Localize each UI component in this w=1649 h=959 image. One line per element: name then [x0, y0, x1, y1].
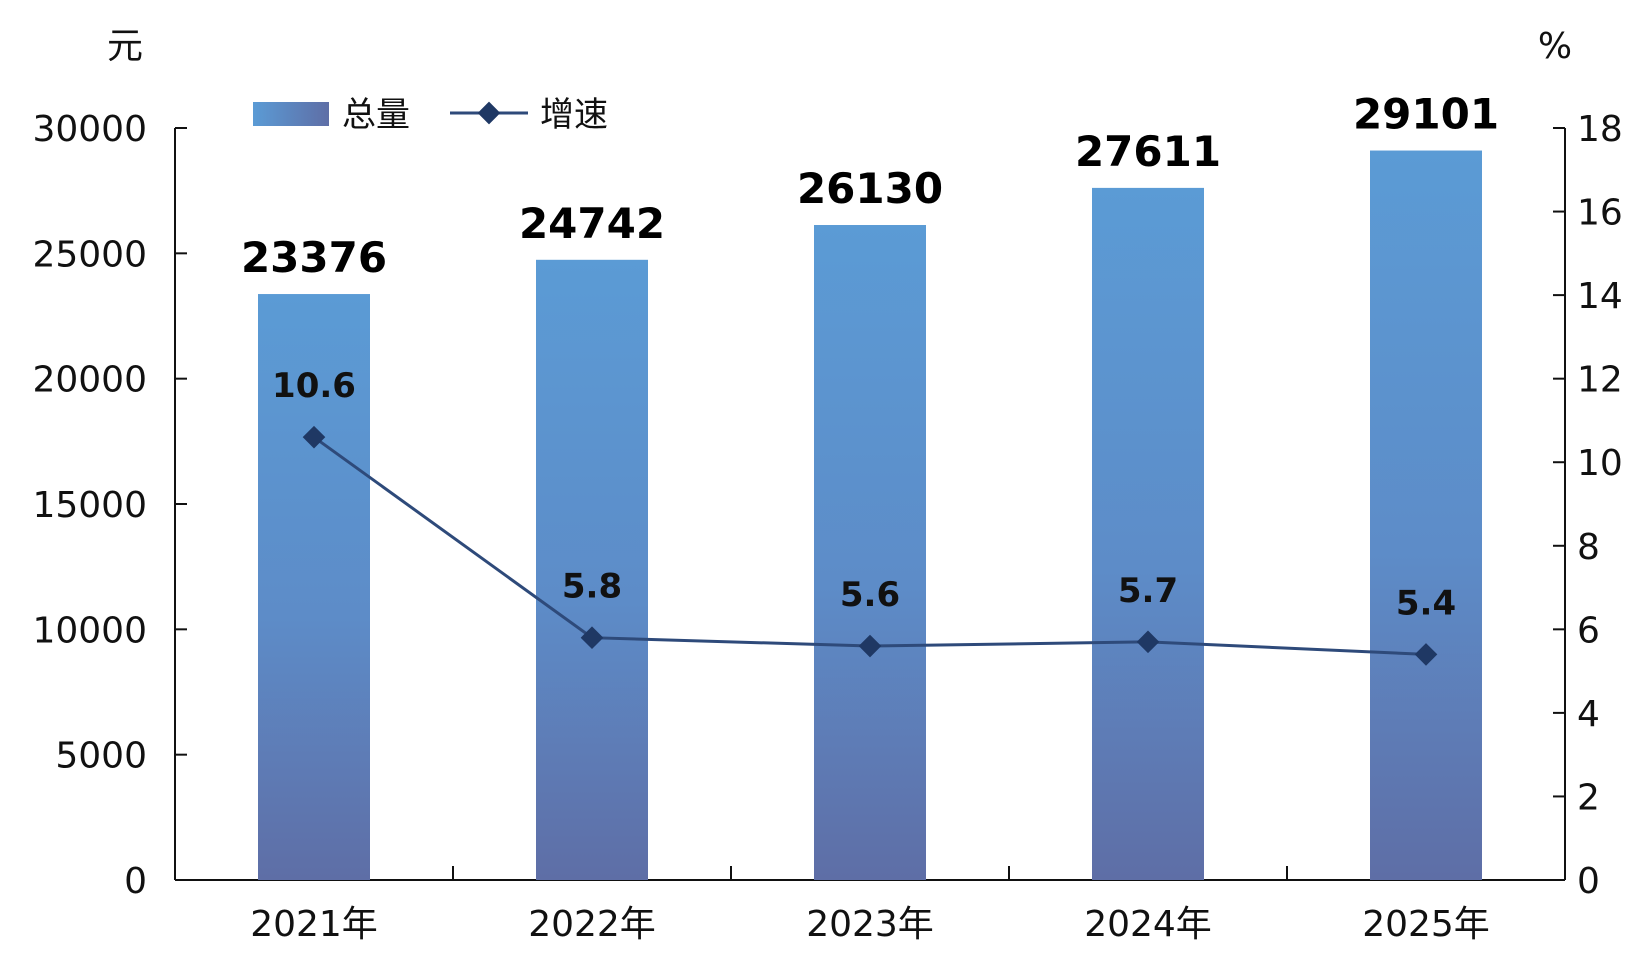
x-axis-ticks: 2021年 2022年 2023年 2024年 2025年	[250, 866, 1490, 945]
x-tick-label: 2025年	[1362, 904, 1490, 945]
left-tick-label: 0	[124, 861, 147, 902]
bar-value-label: 24742	[519, 199, 665, 248]
right-tick-label: 0	[1577, 861, 1600, 902]
line-point	[302, 425, 326, 449]
left-tick-label: 30000	[32, 109, 147, 150]
line-point	[858, 634, 882, 658]
line-point-label: 5.6	[840, 575, 900, 615]
right-tick-label: 12	[1577, 360, 1623, 401]
bar	[258, 294, 370, 880]
line-point-label: 5.4	[1396, 583, 1456, 623]
x-tick-label: 2023年	[806, 904, 934, 945]
line-point-label: 10.6	[272, 366, 356, 406]
bar-value-label: 27611	[1075, 127, 1221, 176]
x-tick-label: 2021年	[250, 904, 378, 945]
legend-label-bar: 总量	[342, 95, 410, 135]
line-point-label: 5.8	[562, 567, 622, 607]
bar-value-label: 26130	[797, 164, 943, 213]
right-tick-label: 8	[1577, 527, 1600, 568]
legend-label-line: 增速	[540, 95, 608, 135]
x-tick-label: 2024年	[1084, 904, 1212, 945]
bar	[814, 225, 926, 880]
bar-value-labels: 23376 24742 26130 27611 29101	[241, 90, 1499, 283]
line-point	[580, 626, 604, 650]
legend-swatch-marker	[477, 101, 501, 125]
left-tick-label: 5000	[55, 736, 147, 777]
right-tick-label: 2	[1577, 777, 1600, 818]
line-point-label: 5.7	[1118, 571, 1178, 611]
left-tick-label: 15000	[32, 485, 147, 526]
bar-value-label: 29101	[1353, 90, 1499, 139]
right-tick-label: 6	[1577, 610, 1600, 651]
legend: 总量 增速	[253, 95, 608, 135]
right-axis-unit: %	[1538, 26, 1572, 67]
left-axis-ticks: 0 5000 10000 15000 20000 25000 30000	[32, 109, 187, 902]
line-point	[1136, 630, 1160, 654]
bar	[1092, 187, 1204, 880]
left-tick-label: 20000	[32, 360, 147, 401]
right-tick-label: 4	[1577, 694, 1600, 735]
left-tick-label: 25000	[32, 234, 147, 275]
bar	[1370, 150, 1482, 881]
line-series: 10.6 5.8 5.6 5.7 5.4	[272, 366, 1456, 666]
right-tick-label: 16	[1577, 193, 1623, 234]
line-point	[1414, 643, 1438, 666]
right-tick-label: 18	[1577, 109, 1623, 150]
right-tick-label: 14	[1577, 276, 1623, 317]
bar-value-label: 23376	[241, 233, 387, 282]
x-tick-label: 2022年	[528, 904, 656, 945]
right-tick-label: 10	[1577, 443, 1623, 484]
bar-series	[258, 150, 1482, 881]
left-axis-unit: 元	[107, 26, 143, 67]
bar	[536, 259, 648, 880]
legend-swatch-bar	[253, 102, 329, 126]
right-axis-ticks: 0 2 4 6 8 10 12 14 16 18	[1553, 109, 1623, 902]
left-tick-label: 10000	[32, 610, 147, 651]
